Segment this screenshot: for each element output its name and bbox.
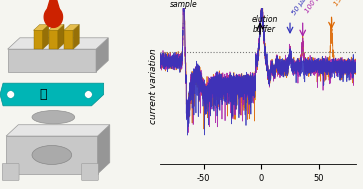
Polygon shape [33, 25, 49, 30]
Polygon shape [0, 83, 104, 106]
Polygon shape [49, 25, 64, 30]
Text: 100 μL: 100 μL [304, 0, 323, 14]
Y-axis label: current variation: current variation [149, 48, 158, 124]
Polygon shape [6, 136, 98, 174]
Polygon shape [8, 49, 96, 72]
Polygon shape [98, 125, 110, 174]
Ellipse shape [85, 91, 92, 98]
Ellipse shape [7, 91, 15, 98]
Ellipse shape [32, 146, 72, 164]
Polygon shape [47, 0, 60, 9]
Ellipse shape [32, 111, 75, 124]
Text: serum
sample: serum sample [170, 0, 198, 9]
Polygon shape [58, 25, 64, 49]
Text: elution
buffer: elution buffer [252, 15, 278, 34]
Polygon shape [8, 38, 108, 49]
Polygon shape [33, 30, 43, 49]
Polygon shape [64, 30, 73, 49]
Polygon shape [6, 125, 110, 136]
Polygon shape [96, 38, 108, 72]
Polygon shape [64, 25, 79, 30]
FancyBboxPatch shape [82, 163, 98, 180]
Text: ⏚: ⏚ [39, 88, 46, 101]
Polygon shape [49, 30, 58, 49]
Polygon shape [43, 25, 49, 49]
FancyBboxPatch shape [2, 163, 19, 180]
Text: 150 μL: 150 μL [333, 0, 352, 7]
Polygon shape [73, 25, 79, 49]
Text: 50 μL: 50 μL [291, 0, 307, 16]
Polygon shape [44, 7, 62, 27]
